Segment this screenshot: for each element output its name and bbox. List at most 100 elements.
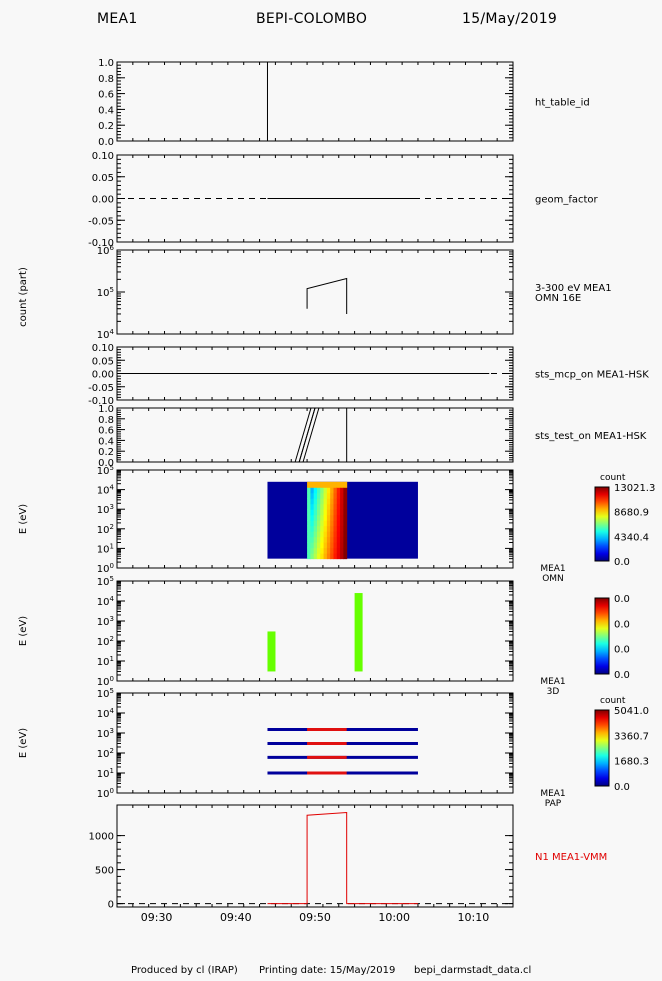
panel-5-cell-high xyxy=(343,481,348,488)
panel-5-cell-high xyxy=(340,514,344,521)
panel-5-cell-high xyxy=(313,547,318,554)
panel-5-cell-high xyxy=(307,481,311,488)
panel-0-series-line xyxy=(266,61,418,141)
panel-5-cell-high xyxy=(316,525,321,532)
panel-5-cell-high xyxy=(333,553,338,560)
panel-5-cell-high xyxy=(336,531,341,538)
footer-printing: Printing date: 15/May/2019 xyxy=(259,965,396,976)
panel-3-ytick-label: -0.05 xyxy=(88,383,114,394)
panel-5-colorbar-label: 8680.9 xyxy=(614,508,649,519)
panel-6-colorbar xyxy=(594,597,610,675)
panel-5-cell-high xyxy=(323,487,328,494)
panel-5-cell-high xyxy=(316,487,321,494)
ylabel-energy-omn: E (eV) xyxy=(18,504,29,534)
panel-4-ramp-line xyxy=(298,407,316,463)
panel-5-cell-high xyxy=(310,503,315,510)
panel-5-cell-high xyxy=(326,492,331,499)
panel-5-cell-high xyxy=(316,498,321,505)
panel-5-cell-high xyxy=(313,492,318,499)
panel-5-cell-high xyxy=(336,520,341,527)
panel-6-cell xyxy=(354,593,363,672)
panel-5-cell-high xyxy=(313,520,318,527)
panel-5-cell-high xyxy=(343,509,348,516)
panel-5-cell-high xyxy=(313,525,318,532)
panel-0-frame xyxy=(116,61,514,142)
header-mission: BEPI-COLOMBO xyxy=(256,11,368,27)
panel-5-cell-high xyxy=(340,536,344,543)
panel-7-ytick-label: 104 xyxy=(97,707,115,720)
panel-5-cell-high xyxy=(320,514,325,521)
panel-5-cell-high xyxy=(310,553,315,560)
panel-3-ytick-label: 0.00 xyxy=(92,370,114,381)
time-axis-label: 09:50 xyxy=(299,911,331,924)
panel-6-ytick-label: 103 xyxy=(97,615,114,628)
panel-5-colorbar-title: count xyxy=(600,473,626,483)
panel-5-cell-high xyxy=(307,487,311,494)
panel-5-cell-high xyxy=(326,525,331,532)
panel-5-cell-high xyxy=(330,487,334,494)
panel-5-cell-high xyxy=(336,498,341,505)
panel-5-cell-high xyxy=(326,553,331,560)
panel-5-cell-high xyxy=(313,542,318,549)
panel-8-series-line xyxy=(267,811,418,905)
panel-5-cell-high xyxy=(307,542,311,549)
panel-6-colorbar-label: 0.0 xyxy=(614,670,630,681)
panel-7-colorbar-label: 1680.3 xyxy=(614,757,649,768)
panel-3-title: sts_mcp_on MEA1-HSK xyxy=(535,370,649,381)
panel-5-cell-high xyxy=(340,553,344,560)
panel-5-cell-high xyxy=(330,547,334,554)
panel-6-ytick-label: 104 xyxy=(97,595,115,608)
footer-file: bepi_darmstadt_data.cl xyxy=(414,965,532,976)
panel-4-frame xyxy=(116,407,514,463)
panel-8-ytick-label: 0 xyxy=(108,900,114,911)
panel-6-frame xyxy=(116,580,514,682)
panel-5-cell-high xyxy=(313,531,318,538)
panel-5-cell-high xyxy=(343,492,348,499)
panel-1-ytick-label: 0.00 xyxy=(92,195,114,206)
panel-5-cell-high xyxy=(343,547,348,554)
panel-5-ytick-label: 105 xyxy=(97,464,114,477)
panel-5-cell-high xyxy=(330,509,334,516)
panel-5-cell-high xyxy=(330,503,334,510)
panel-5-ytick-label: 100 xyxy=(97,562,114,575)
panel-3-ytick-label: 0.05 xyxy=(92,356,114,367)
panel-5-cell-high xyxy=(307,536,311,543)
panel-5-cell-high xyxy=(336,509,341,516)
panel-6-ytick-label: 101 xyxy=(97,655,114,668)
panel-5-cell-high xyxy=(333,498,338,505)
panel-5-colorbar xyxy=(594,486,610,562)
panel-5-cell-high xyxy=(330,536,334,543)
panel-5-cell-high xyxy=(323,481,328,488)
panel-1-ytick-label: 0.05 xyxy=(92,173,114,184)
panel-5-cell-high xyxy=(310,514,315,521)
panel-5-cell-high xyxy=(340,542,344,549)
panel-5-cell-high xyxy=(320,536,325,543)
panel-8-title: N1 MEA1-VMM xyxy=(535,852,607,863)
panel-5-cell-high xyxy=(316,481,321,488)
panel-5-cell-high xyxy=(336,525,341,532)
panel-5-cell-high xyxy=(323,547,328,554)
panel-3-ytick-label: 0.10 xyxy=(92,343,114,354)
time-axis-label: 09:30 xyxy=(141,911,173,924)
panel-5-cell-high xyxy=(320,542,325,549)
panel-5-cell-high xyxy=(343,536,348,543)
panel-6-colorbar-label: 0.0 xyxy=(614,619,630,630)
panel-2-title: 3-300 eV MEA1 xyxy=(535,283,612,294)
panel-1-ytick-label: 0.10 xyxy=(92,151,114,162)
panel-5-colorbar-label: 13021.3 xyxy=(614,483,655,494)
panel-5-cell-high xyxy=(336,503,341,510)
panel-7-title: MEA1 xyxy=(540,789,565,799)
panel-5-cell-high xyxy=(333,525,338,532)
panel-8-ytick-label: 1000 xyxy=(89,832,114,843)
panel-8-frame xyxy=(116,804,514,908)
time-axis-label: 09:40 xyxy=(220,911,252,924)
panel-5-cell-high xyxy=(330,481,334,488)
panel-5-cell-high xyxy=(330,514,334,521)
panel-5-cell-high xyxy=(333,520,338,527)
panel-5-cell-high xyxy=(320,492,325,499)
panel-6-title: 3D xyxy=(547,687,560,697)
panel-5-cell-high xyxy=(310,509,315,516)
panel-5-cell-high xyxy=(343,487,348,494)
panel-5-cell-high xyxy=(316,492,321,499)
panel-5-cell-high xyxy=(330,492,334,499)
